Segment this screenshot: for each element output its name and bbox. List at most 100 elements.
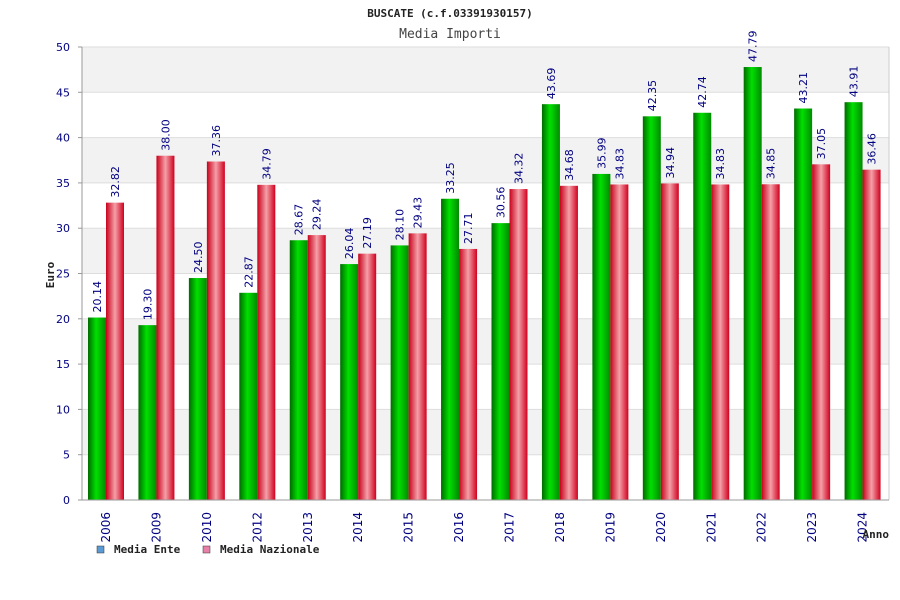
- data-label: 34.32: [513, 153, 526, 185]
- bar-media-ente: [441, 198, 460, 500]
- bar-media-ente: [390, 245, 409, 500]
- data-label: 20.14: [91, 281, 104, 313]
- bar-media-nazionale: [206, 161, 225, 500]
- data-label: 37.05: [815, 128, 828, 160]
- y-tick-label: 25: [56, 268, 70, 281]
- bar-media-ente: [592, 173, 611, 500]
- x-tick-label: 2020: [654, 512, 668, 543]
- x-tick-label: 2024: [856, 512, 870, 543]
- data-label: 28.67: [293, 204, 306, 236]
- bar-media-ente: [844, 102, 863, 500]
- y-axis: 0 5 10 15 20 25 30 35 40 45 50: [56, 41, 890, 507]
- bar-media-nazionale: [257, 184, 276, 500]
- data-label: 22.87: [242, 256, 255, 288]
- plot-band: [82, 92, 889, 138]
- bar-media-ente: [541, 104, 560, 500]
- y-tick-label: 35: [56, 177, 70, 190]
- plot-band: [82, 47, 889, 93]
- data-label: 47.79: [747, 31, 760, 63]
- x-tick-label: 2023: [805, 512, 819, 543]
- x-tick-label: 2012: [250, 512, 264, 543]
- data-label: 42.35: [646, 80, 659, 112]
- data-label: 35.99: [595, 137, 608, 169]
- data-label: 43.69: [545, 68, 558, 100]
- bar-media-ente: [794, 108, 813, 501]
- x-tick-label: 2006: [99, 512, 113, 543]
- data-label: 34.79: [260, 148, 273, 180]
- data-label: 36.46: [866, 133, 879, 165]
- data-label: 29.24: [311, 199, 324, 231]
- bar-media-nazionale: [459, 248, 478, 500]
- x-tick-label: 2017: [503, 512, 517, 543]
- bar-media-ente: [289, 240, 308, 500]
- bar-media-ente: [340, 264, 359, 500]
- data-label: 34.83: [613, 148, 626, 180]
- data-label: 27.71: [462, 212, 475, 244]
- bar-media-nazionale: [156, 155, 175, 500]
- bar-media-ente: [491, 223, 510, 500]
- bar-media-nazionale: [307, 235, 326, 500]
- x-tick-label: 2018: [553, 512, 567, 543]
- x-tick-label: 2015: [402, 512, 416, 543]
- data-label: 33.25: [444, 162, 457, 194]
- legend-label-media-ente: Media Ente: [114, 543, 181, 556]
- data-label: 24.50: [192, 242, 205, 274]
- data-label: 42.74: [696, 76, 709, 108]
- data-label: 27.19: [361, 217, 374, 249]
- legend: Media Ente Media Nazionale: [96, 543, 320, 556]
- data-label: 34.68: [563, 149, 576, 181]
- data-label: 34.83: [714, 148, 727, 180]
- bar-media-nazionale: [862, 169, 881, 500]
- bar-media-nazionale: [559, 185, 578, 500]
- data-label: 43.91: [848, 66, 861, 98]
- y-tick-label: 45: [56, 86, 70, 99]
- x-tick-label: 2009: [149, 512, 163, 543]
- data-label: 30.56: [495, 187, 508, 219]
- data-label: 28.10: [394, 209, 407, 241]
- legend-swatch-media-ente: [96, 545, 105, 554]
- data-label: 34.85: [765, 148, 778, 180]
- x-tick-label: 2021: [704, 512, 718, 543]
- data-label: 34.94: [664, 147, 677, 179]
- chart-title: BUSCATE (c.f.03391930157): [367, 7, 533, 20]
- bar-media-nazionale: [812, 164, 831, 500]
- x-tick-label: 2014: [351, 512, 365, 543]
- y-tick-label: 40: [56, 132, 70, 145]
- y-tick-label: 15: [56, 358, 70, 371]
- bar-media-nazionale: [509, 189, 528, 501]
- bar-media-nazionale: [358, 253, 377, 500]
- data-label: 19.30: [141, 289, 154, 321]
- legend-label-media-nazionale: Media Nazionale: [220, 543, 320, 556]
- bar-media-ente: [642, 116, 661, 501]
- y-tick-label: 20: [56, 313, 70, 326]
- x-tick-label: 2022: [755, 512, 769, 543]
- bar-media-ente: [88, 317, 106, 500]
- x-axis-label: Anno: [863, 528, 890, 541]
- bar-media-nazionale: [610, 184, 629, 501]
- x-tick-label: 2013: [301, 512, 315, 543]
- y-tick-label: 10: [56, 403, 70, 416]
- bar-media-nazionale: [660, 183, 679, 500]
- bar-media-nazionale: [408, 233, 427, 500]
- data-label: 32.82: [109, 166, 122, 198]
- chart-subtitle: Media Importi: [399, 27, 501, 42]
- data-label: 37.36: [210, 125, 223, 157]
- bar-media-ente: [188, 278, 207, 500]
- y-tick-label: 0: [63, 494, 70, 507]
- data-label: 43.21: [797, 72, 810, 104]
- bar-media-nazionale: [761, 184, 780, 500]
- bar-media-ente: [693, 112, 712, 500]
- data-label: 38.00: [159, 119, 172, 151]
- x-tick-label: 2016: [452, 512, 466, 543]
- y-tick-label: 50: [56, 41, 70, 54]
- data-label: 26.04: [343, 228, 356, 260]
- bar-media-nazionale: [106, 202, 124, 500]
- x-tick-label: 2019: [603, 512, 617, 543]
- bar-media-ente: [138, 325, 157, 500]
- bar-media-ente: [743, 67, 762, 501]
- y-tick-label: 5: [63, 449, 70, 462]
- y-tick-label: 30: [56, 222, 70, 235]
- data-label: 29.43: [412, 197, 425, 229]
